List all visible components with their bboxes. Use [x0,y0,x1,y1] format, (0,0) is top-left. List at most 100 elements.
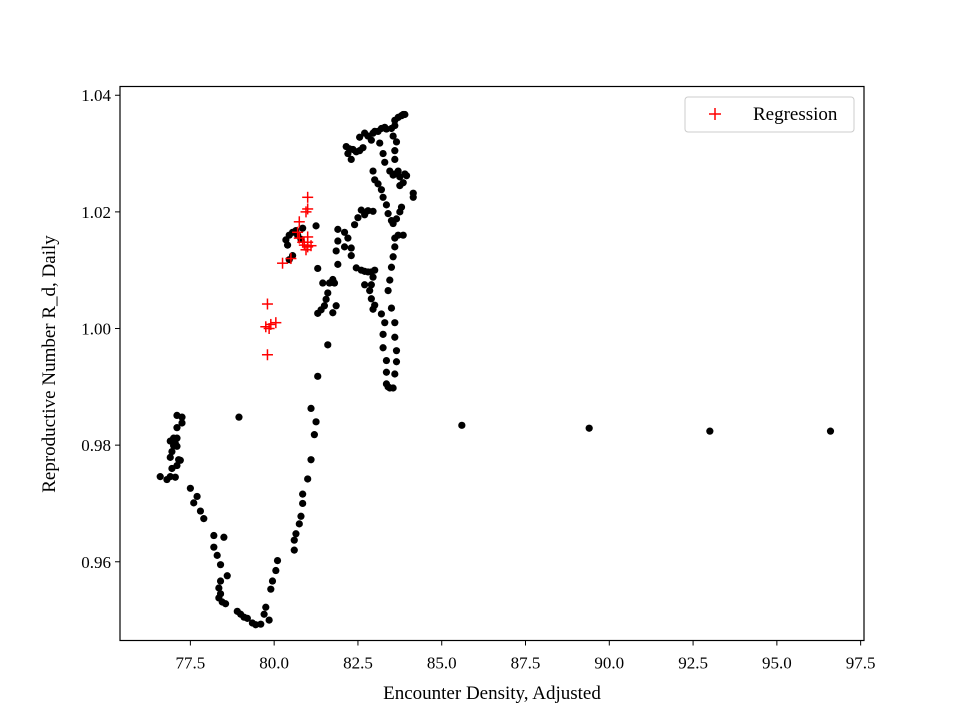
observation-point [324,289,332,297]
y-tick-label: 1.02 [81,203,111,222]
observation-point [391,155,399,163]
observation-point [243,614,251,622]
observation-point [391,370,399,378]
observation-point [304,475,312,483]
regression-point [293,216,305,228]
observation-point [391,147,399,155]
observation-point [379,344,387,352]
observation-point [391,243,399,251]
observation-point [314,264,322,273]
observation-point [156,473,164,481]
observation-point [329,309,337,317]
observation-point [210,531,218,540]
observation-point [220,533,228,541]
regression-point [293,232,305,244]
observation-point [392,347,401,355]
observation-point [267,585,275,593]
observation-point [387,304,396,312]
observation-point [285,256,293,264]
observation-point [379,149,387,158]
observation-point [334,260,342,268]
observation-point [210,543,218,551]
x-tick-label: 82.5 [343,654,373,673]
observation-point [371,176,379,184]
regression-point [261,298,273,310]
observation-point [178,419,186,427]
observation-point [310,431,318,439]
observation-point [340,228,349,236]
y-tick-label: 0.98 [81,436,111,455]
observation-point [312,222,320,230]
plot-frame [119,85,865,642]
observation-point [585,424,593,432]
plot-area [120,86,864,641]
observation-point [200,515,208,523]
observation-point [292,530,300,538]
observation-point [389,132,397,140]
observation-point [196,507,205,515]
observation-point [389,384,397,392]
observation-point [458,421,466,429]
observation-point [299,224,307,232]
observation-point [223,572,231,580]
observation-point [391,319,399,327]
x-tick-label: 95.0 [762,654,792,673]
observation-point [401,110,409,119]
observation-point [334,237,342,245]
y-tick-label: 1.00 [81,320,111,339]
observation-point [384,287,392,295]
observation-point [334,225,342,233]
observation-point [397,203,406,211]
observation-point [382,368,391,376]
x-tick-label: 90.0 [594,654,624,673]
observation-point [312,418,320,426]
observation-point [215,584,223,592]
observation-point [347,155,355,163]
observation-point [394,231,402,239]
observation-point [347,244,355,252]
observation-point [394,167,402,175]
observation-point [376,139,384,147]
observation-point [361,281,369,289]
observation-point [268,577,277,585]
x-tick-label: 80.0 [259,654,289,673]
observation-point [171,473,179,481]
y-tick-label: 0.96 [81,553,111,572]
regression-point [261,349,273,361]
observation-point [332,247,340,255]
x-tick-label: 92.5 [678,654,708,673]
observation-point [213,551,221,559]
observation-point [329,275,337,284]
observation-point [386,276,394,284]
regression-point [300,206,312,218]
regression-point [302,191,314,203]
observation-point [319,279,327,287]
observation-point [216,577,225,585]
x-tick-label: 87.5 [511,654,541,673]
observation-point [369,167,377,175]
observation-point [262,603,270,611]
observation-point [409,189,417,197]
x-tick-label: 85.0 [427,654,457,673]
legend-box [684,96,855,133]
observation-point [332,302,340,310]
observation-point [369,273,377,281]
observation-point [166,453,174,461]
observation-point [320,302,329,310]
observation-point [260,610,268,618]
observation-point [377,310,386,318]
observation-point [354,214,362,222]
observation-point [356,133,364,141]
observation-point [391,121,399,130]
observation-point [377,186,386,194]
observation-point [290,536,298,544]
observation-point [392,138,401,146]
y-axis-label: Reproductive Number R_d, Daily [39,235,60,493]
observation-point [392,358,401,366]
observation-point [295,520,303,528]
regression-point [300,244,312,256]
observation-point [171,439,179,447]
observation-point [221,600,230,608]
observation-point [367,136,375,144]
